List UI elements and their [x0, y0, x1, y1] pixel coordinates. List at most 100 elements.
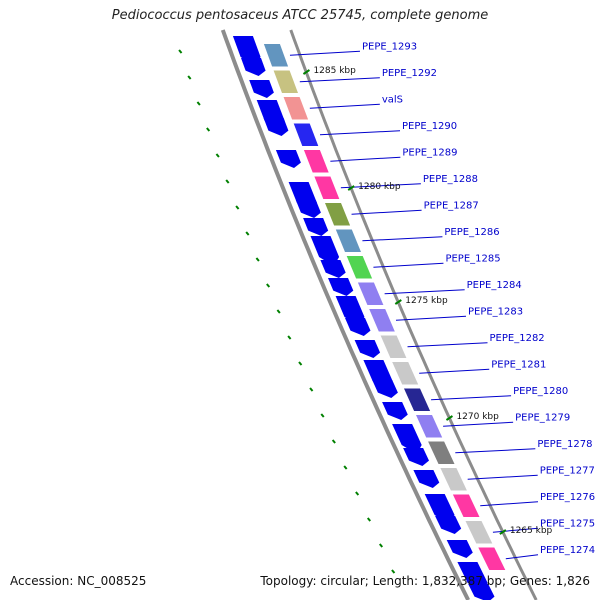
cds-arrow — [275, 150, 301, 168]
gene-block — [273, 70, 298, 93]
cds-arrow — [446, 540, 473, 558]
gene-leader-line — [492, 527, 539, 533]
ruler-dash — [255, 257, 260, 262]
map-title: Pediococcus pentosaceus ATCC 25745, comp… — [111, 8, 489, 23]
cds-arrow — [382, 402, 408, 420]
gene-block — [357, 282, 384, 305]
gene-block — [416, 415, 443, 438]
gene-leader-line — [467, 474, 538, 480]
gene-leader-line — [480, 501, 539, 507]
gene-label: PEPE_1287 — [424, 200, 479, 211]
gene-block — [283, 97, 309, 120]
gene-label: PEPE_1280 — [513, 386, 568, 397]
cds-arrow — [328, 278, 354, 296]
ruler-dash — [366, 517, 371, 522]
kbp-tick — [394, 299, 402, 305]
kbp-label: 1275 kbp — [405, 296, 448, 306]
gene-leader-line — [443, 421, 514, 427]
kbp-tick — [347, 185, 355, 191]
gene-block — [452, 494, 480, 517]
gene-block — [380, 335, 407, 358]
gene-label: PEPE_1277 — [540, 465, 595, 476]
gene-leader-line — [407, 342, 488, 348]
ruler-dash — [178, 49, 183, 54]
ruler-dash — [378, 543, 384, 548]
gene-block — [325, 203, 351, 226]
kbp-label: 1280 kbp — [358, 182, 401, 192]
gene-leader-line — [319, 130, 401, 136]
gene-block — [404, 388, 431, 411]
cds-arrow — [249, 80, 274, 98]
gene-block — [303, 150, 329, 173]
cds-arrow — [468, 584, 495, 600]
gene-leader-line — [373, 262, 444, 268]
ruler-dash — [276, 309, 281, 314]
kbp-label: 1265 kbp — [510, 526, 553, 536]
gene-block — [428, 441, 455, 464]
gene-block — [263, 44, 289, 67]
ruler-dash — [206, 127, 211, 132]
backbone-inner-rail — [220, 29, 470, 600]
cds-arrow — [241, 58, 266, 76]
kbp-label: 1285 kbp — [313, 66, 356, 76]
cds-arrow — [263, 118, 289, 136]
ruler-dash — [309, 387, 314, 392]
gene-leader-line — [455, 448, 536, 454]
ruler-dash — [298, 361, 303, 366]
ruler-dash — [391, 569, 396, 574]
gene-leader-line — [309, 103, 380, 109]
cds-arrow — [310, 236, 340, 266]
ruler-dash — [331, 439, 336, 444]
cds-arrow — [354, 340, 381, 358]
ruler-dash — [287, 335, 292, 340]
cds-arrow — [303, 218, 329, 236]
gene-block — [440, 468, 467, 491]
ruler-dash — [343, 465, 348, 470]
gene-block — [465, 521, 493, 544]
ruler-dash — [196, 101, 201, 106]
cds-arrow — [392, 424, 422, 454]
gene-label: PEPE_1288 — [423, 174, 478, 185]
gene-label: PEPE_1286 — [444, 227, 499, 238]
gene-leader-line — [419, 368, 490, 374]
gene-label: PEPE_1281 — [491, 359, 546, 370]
gene-label: PEPE_1283 — [468, 306, 523, 317]
ruler-dash — [245, 231, 250, 236]
cds-arrow — [295, 200, 321, 218]
ruler-dash — [225, 179, 230, 184]
gene-block — [369, 309, 395, 332]
gene-label: valS — [382, 94, 403, 105]
ruler-dash — [215, 153, 220, 158]
gene-leader-line — [384, 289, 465, 295]
ruler-dash — [235, 205, 240, 210]
kbp-tick — [499, 529, 507, 535]
gene-block — [293, 123, 319, 146]
cds-arrow — [403, 448, 429, 466]
gene-label: PEPE_1289 — [402, 147, 457, 158]
gene-leader-line — [299, 77, 380, 83]
gene-leader-line — [362, 236, 443, 242]
gene-label: PEPE_1275 — [540, 518, 595, 529]
gene-label: PEPE_1279 — [515, 412, 570, 423]
gene-label: PEPE_1293 — [362, 41, 417, 52]
cds-arrow — [345, 318, 371, 336]
kbp-tick — [302, 69, 310, 75]
cds-arrow — [413, 470, 440, 488]
gene-label: PEPE_1290 — [402, 121, 457, 132]
gene-block — [335, 229, 361, 252]
gene-block — [346, 256, 373, 279]
cds-arrow — [435, 516, 462, 534]
gene-label: PEPE_1276 — [540, 492, 595, 503]
gene-leader-line — [289, 50, 361, 56]
gene-leader-line — [431, 395, 512, 401]
kbp-label: 1270 kbp — [456, 412, 499, 422]
gene-block — [314, 176, 340, 199]
ruler-dash — [187, 75, 192, 80]
ruler-dash — [266, 283, 271, 288]
gene-label: PEPE_1292 — [382, 68, 437, 79]
ruler-dash — [355, 491, 360, 496]
cds-arrow — [372, 380, 398, 398]
gene-label: PEPE_1278 — [537, 439, 592, 450]
gene-label: PEPE_1282 — [490, 333, 545, 344]
